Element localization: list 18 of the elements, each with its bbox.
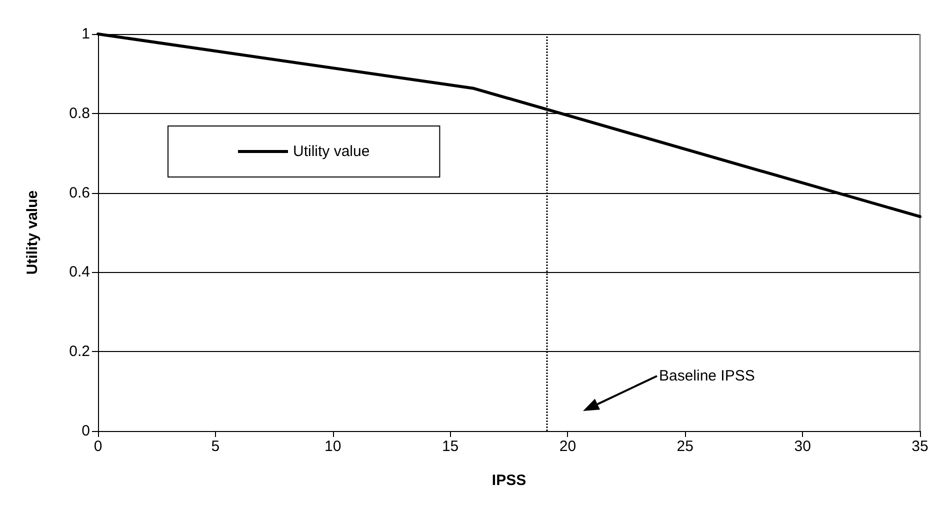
x-tick-label: 35 [912,438,928,455]
annotation: Baseline IPSS [658,368,755,385]
x-tick-label: 20 [559,438,576,455]
y-tick-label: 0.4 [69,264,90,281]
y-tick-label: 0.6 [69,184,90,202]
y-axis-title: Utility value [24,190,41,275]
x-tick-label: 25 [676,438,694,455]
x-tick-label: 30 [794,438,811,455]
y-tick-label: 1 [82,26,90,42]
y-tick-label: 0.8 [69,104,90,122]
y-tick-label: 0 [82,422,90,440]
x-tick-label: 15 [442,438,459,455]
x-axis-title: IPSS [492,472,526,489]
y-tick-label: 0.2 [69,343,90,360]
legend-label: Utility value [293,143,370,160]
x-tick-label: 10 [324,438,342,455]
x-tick-label: 0 [94,438,102,455]
x-tick-label: 5 [211,438,220,455]
